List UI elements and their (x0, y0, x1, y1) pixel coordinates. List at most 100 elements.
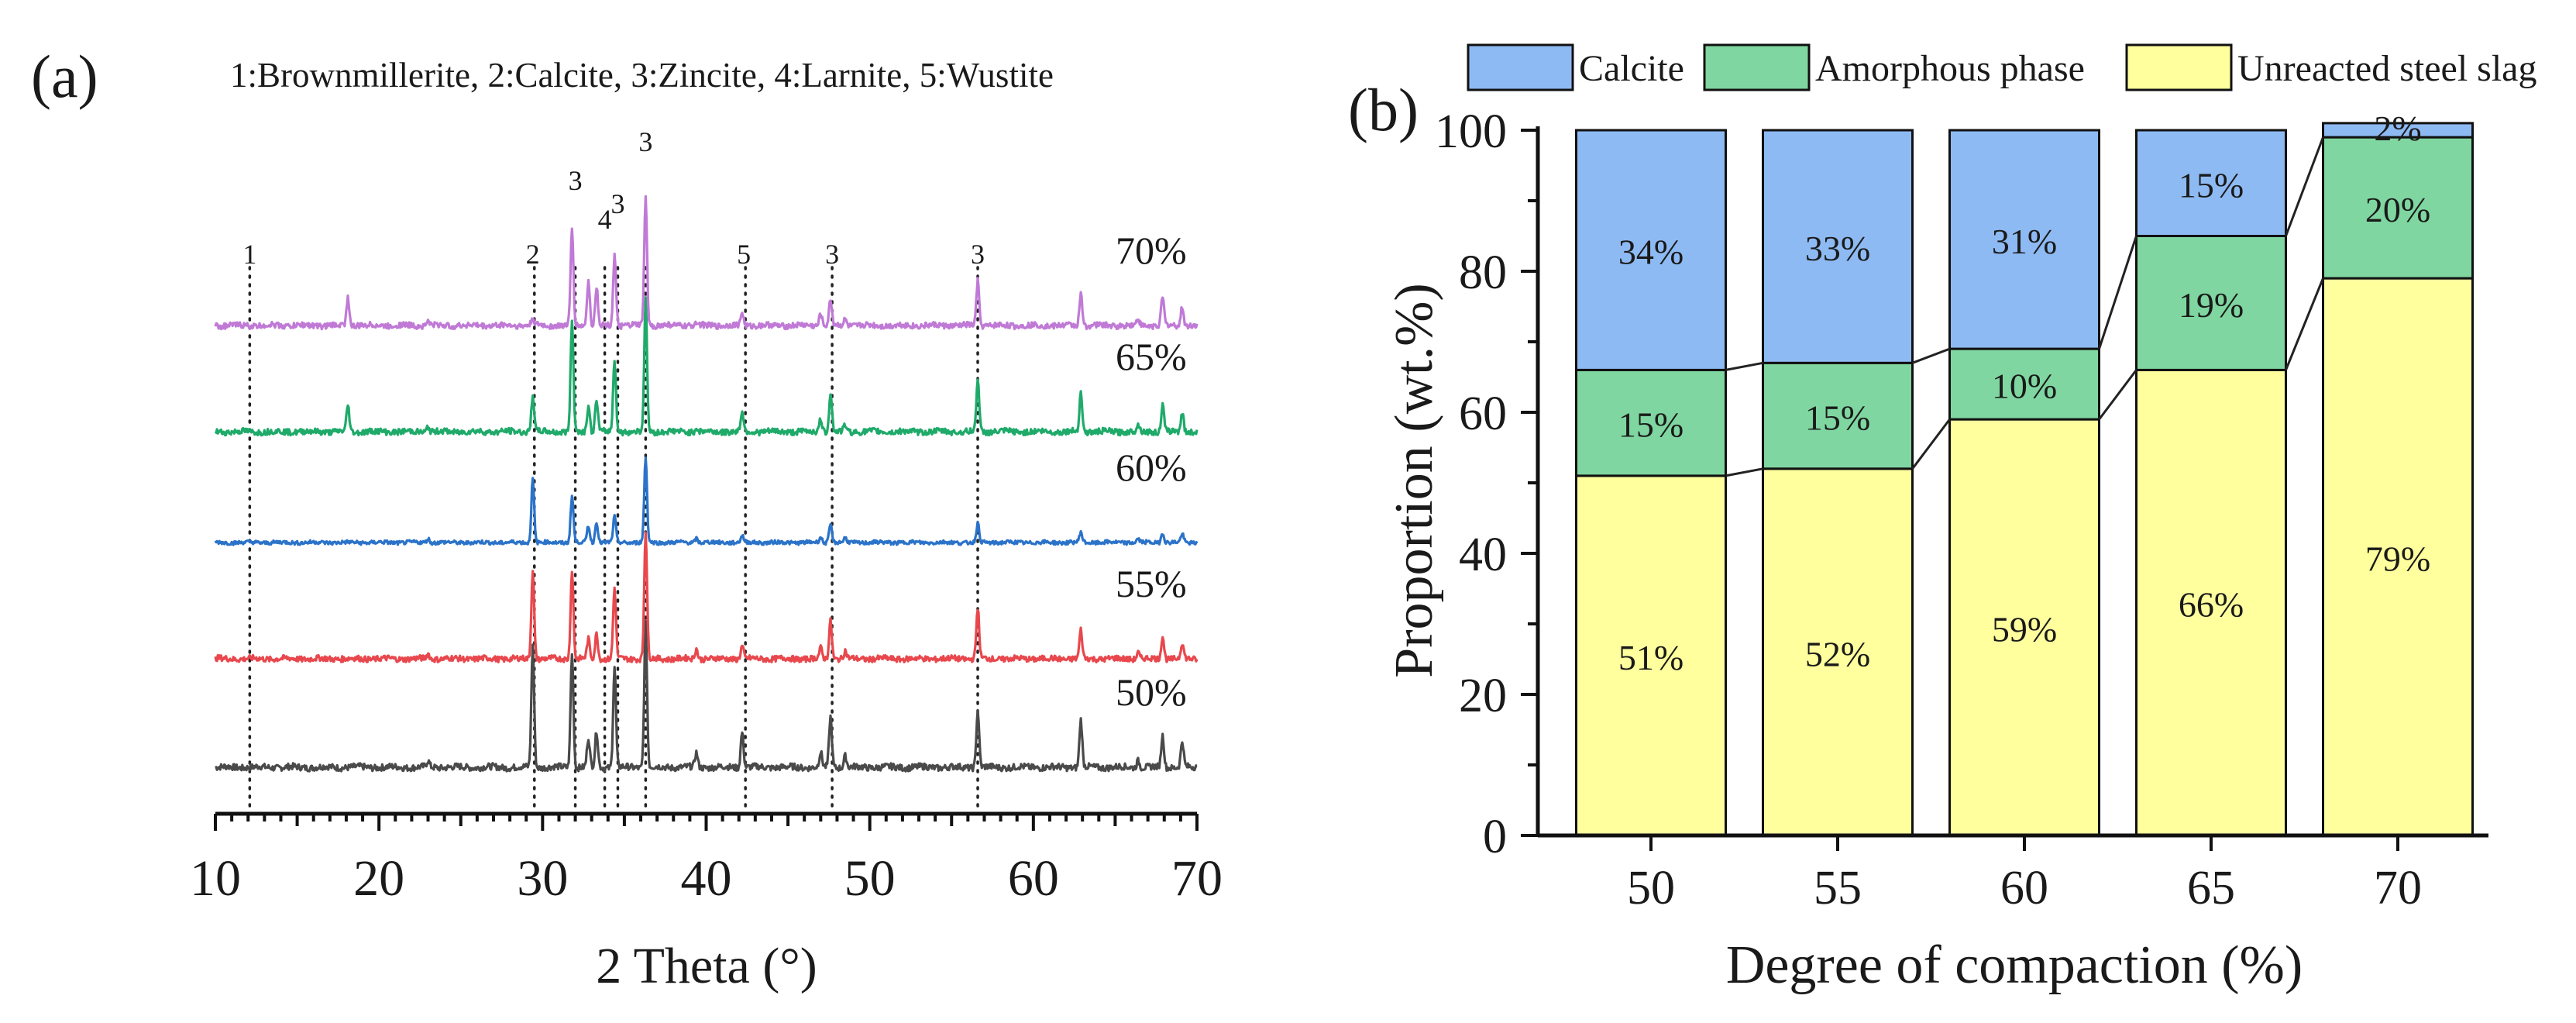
x-tick-label: 10 (190, 850, 241, 907)
x-tick-label: 30 (517, 850, 568, 907)
bar-segment (1762, 129, 1914, 364)
y-tick-label: 0 (1483, 811, 1507, 863)
panel-b-label: (b) (1348, 76, 1419, 143)
x-tick-label-b: 50 (1627, 862, 1675, 914)
bar-segment (2135, 129, 2287, 237)
x-tick-label: 70 (1171, 850, 1223, 907)
x-tick-label: 20 (353, 850, 404, 907)
bar-value-label: 15% (2179, 165, 2244, 205)
xrd-patterns: 50% 55% 60% 65% 70% (214, 195, 1199, 773)
bar-segment (2322, 122, 2474, 139)
phase-key-legend: 1:Brownmillerite, 2:Calcite, 3:Zincite, … (230, 56, 1054, 95)
x-tick-label: 40 (681, 850, 732, 907)
peak-marker-label: 4 (598, 204, 612, 235)
peak-marker-label: 3 (638, 126, 652, 157)
bar-segment (2322, 277, 2474, 837)
bar-value-label: 20% (2365, 190, 2430, 229)
peak-marker-label: 2 (526, 239, 540, 270)
bar-segment (1762, 467, 1914, 837)
bar-connectors (1725, 136, 2324, 477)
bar-segment (1948, 418, 2100, 837)
legend-label: Unreacted steel slag (2237, 48, 2536, 89)
x-tick-label-b: 70 (2374, 862, 2422, 914)
peak-marker-label: 3 (825, 239, 839, 270)
bar-value-label: 34% (1618, 232, 1684, 272)
bar-value-label: 52% (1805, 634, 1870, 673)
xrd-trace-55pct (214, 531, 1199, 664)
x-tick-label-b: 60 (2000, 862, 2048, 914)
y-tick-label: 100 (1435, 105, 1507, 158)
legend-label: Amorphous phase (1815, 48, 2085, 89)
x-axis-ticks: 10 20 30 40 50 60 70 (190, 814, 1223, 907)
bar-connector-line (1911, 418, 1951, 470)
stacked-bars (1575, 122, 2474, 837)
x-axis: 10 20 30 40 50 60 70 (190, 811, 1223, 907)
legend-swatch (1703, 43, 1811, 91)
legend-swatch (2125, 43, 2233, 91)
bar-value-label: 79% (2365, 539, 2430, 579)
y-axis-title: Proportion (wt.%) (1384, 283, 1444, 677)
bar-value-label: 51% (1618, 638, 1684, 677)
legend-swatch (1467, 43, 1574, 91)
y-tick-label: 20 (1459, 670, 1507, 722)
bar-segment (1575, 129, 1727, 371)
bar-segment (2135, 368, 2287, 837)
bar-connector-line (1725, 467, 1763, 477)
y-axis-ticks: 0 20 40 60 80 100 (1435, 105, 1538, 863)
bar-segment (1948, 129, 2100, 350)
bar-segment (2322, 136, 2474, 280)
bar-axes: 0 20 40 60 80 100 50 55 60 65 70 (1435, 105, 2488, 914)
x-axis-title: 2 Theta (°) (596, 938, 817, 994)
xrd-trace-70pct (214, 195, 1199, 331)
series-label: 70% (1116, 229, 1187, 272)
series-label: 65% (1116, 335, 1187, 378)
bar-connector-line (2098, 236, 2137, 350)
xrd-panel: (a) 1:Brownmillerite, 2:Calcite, 3:Zinci… (31, 43, 1223, 994)
y-tick-label: 60 (1459, 388, 1507, 440)
bar-connector-line (1725, 361, 1763, 371)
bar-value-label: 2% (2374, 108, 2421, 148)
x-axis-ticks-b: 50 55 60 65 70 (1627, 835, 2422, 914)
bar-connector-line (2098, 369, 2137, 421)
bar-segment (1575, 474, 1727, 837)
bar-value-label: 15% (1618, 405, 1684, 445)
xrd-trace-50pct (215, 619, 1198, 773)
panel-a-label: (a) (31, 43, 98, 110)
peak-marker-label: 3 (610, 188, 624, 219)
bar-segment (1575, 368, 1727, 477)
y-tick-label: 40 (1459, 529, 1507, 581)
bar-value-label: 33% (1805, 229, 1870, 268)
legend-label: Calcite (1579, 48, 1684, 89)
bar-segment (1762, 361, 1914, 470)
bar-value-label: 66% (2179, 585, 2244, 625)
x-axis-title-b: Degree of compaction (%) (1726, 935, 2303, 995)
series-label: 60% (1116, 446, 1187, 489)
x-tick-label: 60 (1008, 850, 1059, 907)
peak-marker-label: 3 (971, 239, 985, 270)
x-tick-label-b: 65 (2187, 862, 2235, 914)
bar-value-label: 19% (2179, 285, 2244, 325)
bar-connector-line (2285, 136, 2324, 237)
xrd-trace-65pct (214, 296, 1199, 437)
series-label: 55% (1116, 562, 1187, 605)
x-tick-label: 50 (844, 850, 896, 907)
bar-labels: 51% 15% 34% 52% 15% 33% 59% 10% 31% 66% 19% 15% 79% 2… (1618, 108, 2430, 677)
peak-marker-label: 3 (569, 165, 583, 196)
bar-value-label: 10% (1992, 367, 2057, 406)
peak-marker-label: 1 (242, 239, 256, 270)
x-tick-label-b: 55 (1814, 862, 1862, 914)
peak-marker-label: 5 (737, 239, 751, 270)
y-tick-label: 80 (1459, 246, 1507, 299)
series-label: 50% (1116, 670, 1187, 714)
phase-proportion-panel: (b) Calcite Amorphous phase Unreacted stee… (1348, 43, 2536, 995)
bar-value-label: 15% (1805, 398, 1870, 438)
bar-connector-line (1911, 347, 1951, 364)
bar-value-label: 59% (1992, 610, 2057, 649)
xrd-trace-60pct (214, 456, 1199, 546)
bar-legend: Calcite Amorphous phase Unreacted steel sl… (1467, 43, 2536, 91)
bar-value-label: 31% (1992, 222, 2057, 261)
bar-connector-line (2285, 277, 2324, 370)
bar-segment (2135, 235, 2287, 371)
